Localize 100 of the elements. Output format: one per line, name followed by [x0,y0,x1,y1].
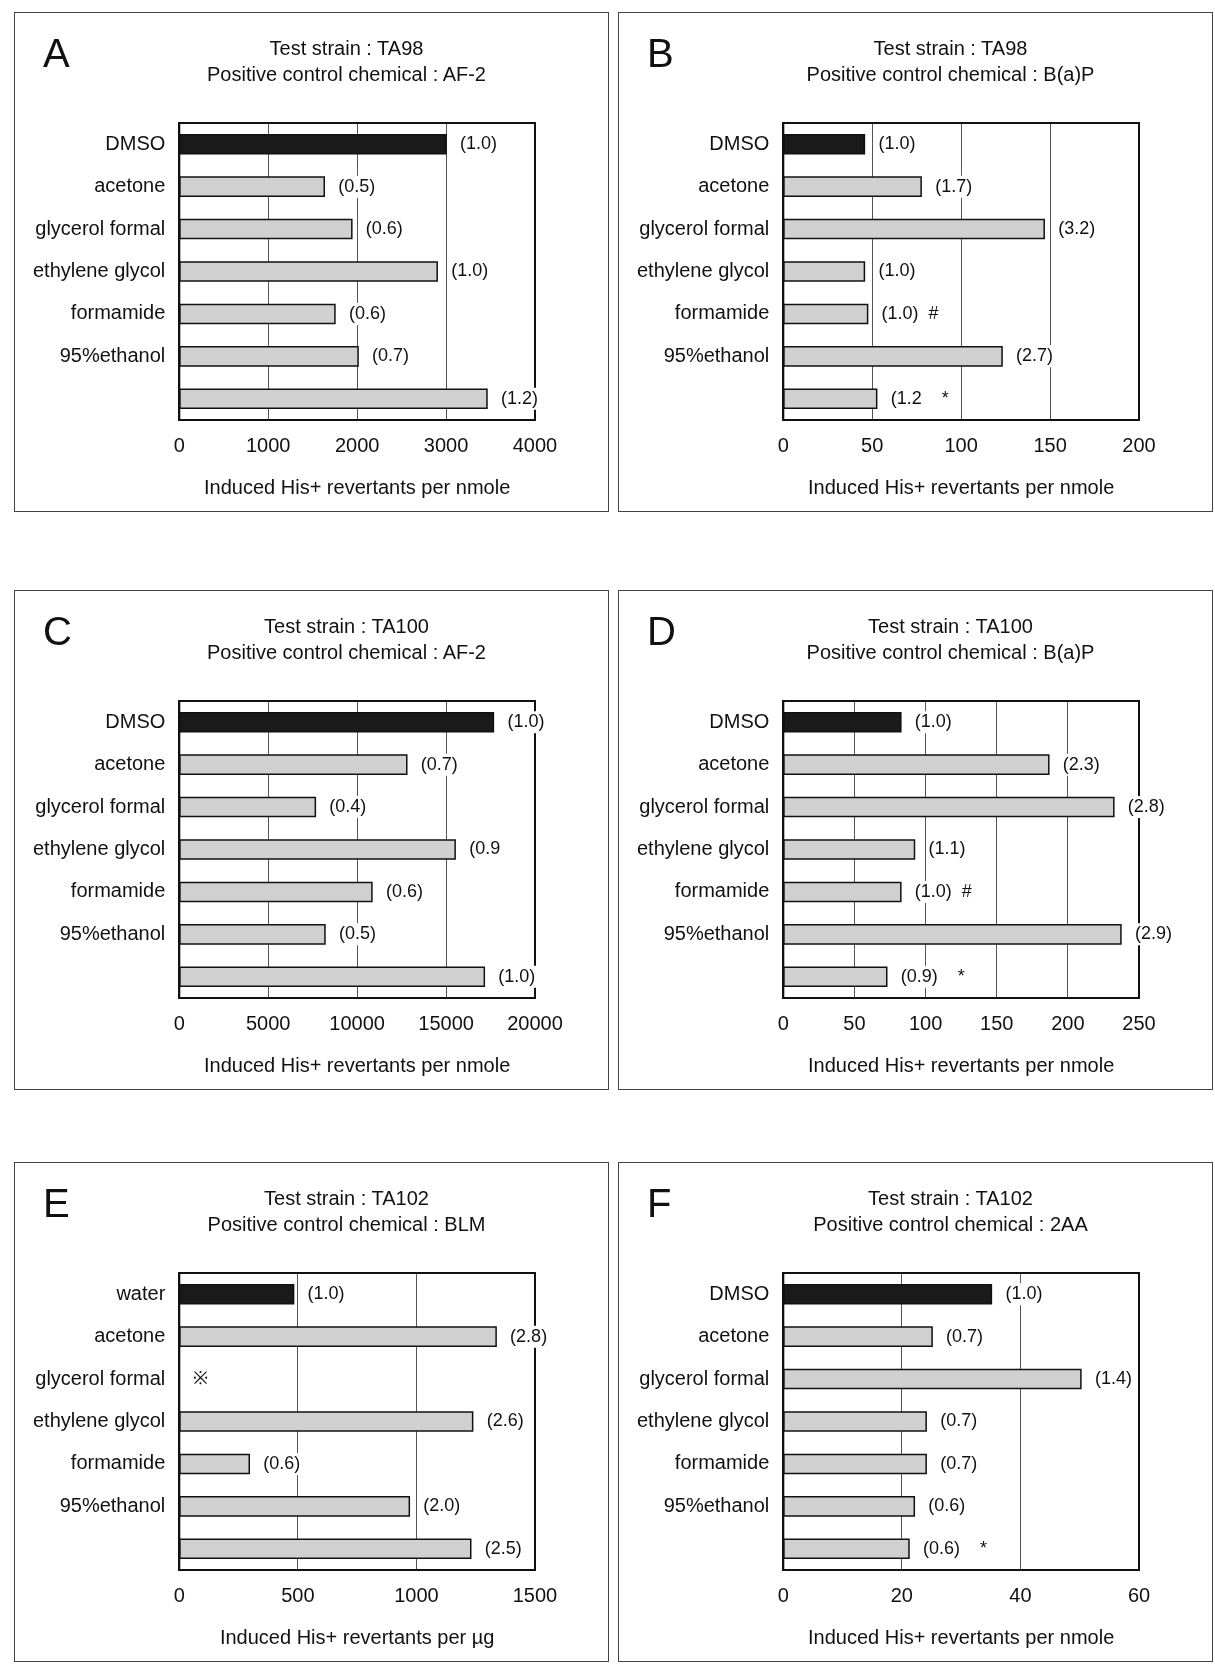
y-tick-label: 95%ethanol [663,921,770,944]
x-tick-label: 0 [173,433,185,456]
chart-subtitle: Positive control chemical : B(a)P [805,62,1096,87]
x-tick-label: 50 [843,1011,866,1034]
annotation: (1.2 * [890,387,949,408]
x-tick-label: 50 [861,433,884,456]
y-tick-label: 95%ethanol [663,1493,770,1516]
y-tick-label: formamide [674,301,770,324]
y-tick-label: ethylene glycol [32,1409,166,1432]
y-tick-label: acetone [94,174,166,197]
annotation: (1.0) # [881,302,939,323]
y-tick-label: acetone [698,174,770,197]
x-tick-label: 20000 [507,1011,563,1034]
annotation: (0.6) [928,1495,966,1516]
annotation: (0.9 [469,838,501,859]
annotation: (0.7) [420,753,458,774]
y-tick-label: ethylene glycol [636,837,770,860]
x-tick-label: 150 [980,1011,1014,1034]
x-tick-label: 0 [173,1011,185,1034]
chart-subtitle: Positive control chemical : 2AA [812,1212,1089,1237]
y-tick-label: formamide [674,879,770,902]
text: E [43,1181,70,1226]
y-tick-label: ethylene glycol [32,259,166,282]
chart-title: Test strain : TA102 [263,1186,430,1211]
y-tick-label: DMSO [105,131,166,154]
y-tick-label: acetone [94,1324,166,1347]
x-tick-label: 40 [1009,1583,1032,1606]
y-tick-label: formamide [70,879,166,902]
y-tick-label: ethylene glycol [32,837,166,860]
annotation: (1.0) [878,133,916,154]
annotation: (1.0) [914,711,952,732]
chart-title: Test strain : TA102 [867,1186,1034,1211]
chart-title: Test strain : TA98 [872,36,1029,61]
annotation: (0.7) [946,1325,984,1346]
y-tick-label: DMSO [709,131,770,154]
text: C [43,609,72,654]
annotation: (1.0) [1005,1283,1043,1304]
x-axis-title: Induced His+ revertants per nmole [808,1625,1115,1648]
y-tick-label: acetone [698,1324,770,1347]
x-tick-label: 20 [890,1583,913,1606]
annotation: (2.0) [423,1495,461,1516]
x-tick-label: 0 [777,1583,789,1606]
y-tick-label: 95%ethanol [663,343,770,366]
x-axis-title: Induced His+ revertants per nmole [808,1053,1115,1076]
annotation: (1.0) [498,965,536,986]
y-tick-label: glycerol formal [639,1366,770,1389]
annotation: (0.7) [372,345,410,366]
annotation: (1.0) [460,133,498,154]
chart-subtitle: Positive control chemical : AF-2 [206,640,487,665]
annotation: (0.6) [263,1452,301,1473]
annotation: (0.9) * [900,965,965,986]
y-tick-label: glycerol formal [35,794,166,817]
x-tick-label: 1000 [394,1583,439,1606]
x-tick-label: 200 [1051,1011,1085,1034]
y-tick-label: 95%ethanol [59,921,166,944]
chart-subtitle: Positive control chemical : AF-2 [206,62,487,87]
annotation: (1.0) [507,711,545,732]
x-tick-label: 0 [173,1583,185,1606]
x-axis-title: Induced His+ revertants per nmole [204,475,511,498]
annotation: (1.0) # [914,880,972,901]
y-tick-label: glycerol formal [35,216,166,239]
y-tick-label: ethylene glycol [636,259,770,282]
x-tick-label: 500 [281,1583,315,1606]
annotation: (2.9) [1134,923,1172,944]
annotation: (0.5) [338,175,376,196]
annotation: (1.0) [451,260,489,281]
y-tick-label: acetone [698,752,770,775]
x-tick-label: 100 [908,1011,943,1034]
x-tick-label: 1000 [245,433,291,456]
y-tick-label: glycerol formal [35,1366,166,1389]
x-axis-title: Induced His+ revertants per nmole [204,1053,511,1076]
x-tick-label: 0 [777,433,789,456]
text: F [647,1181,672,1226]
x-tick-label: 60 [1127,1583,1151,1606]
y-tick-label: 95%ethanol [59,343,166,366]
y-tick-label: DMSO [709,1281,770,1304]
chart-subtitle: Positive control chemical : BLM [206,1212,487,1237]
x-tick-label: 150 [1033,433,1067,456]
annotation: (0.7) [940,1452,978,1473]
annotation: (0.5) [338,923,376,944]
annotation: (2.5) [484,1537,522,1558]
annotation: (2.7) [1016,345,1054,366]
y-tick-label: glycerol formal [639,794,770,817]
annotation: (1.1) [928,838,966,859]
x-tick-label: 1500 [512,1583,558,1606]
y-tick-label: DMSO [105,709,166,732]
y-tick-label: glycerol formal [639,216,770,239]
x-tick-label: 3000 [423,433,469,456]
x-axis-title: Induced His+ revertants per nmole [808,475,1115,498]
x-axis-title: Induced His+ revertants per µg [219,1625,495,1648]
annotation: (0.4) [329,796,367,817]
y-tick-label: ethylene glycol [636,1409,770,1432]
annotation: (2.8) [510,1325,548,1346]
x-tick-label: 0 [777,1011,789,1034]
annotation: ※ [193,1368,209,1389]
x-tick-label: 2000 [334,433,380,456]
x-tick-label: 5000 [245,1011,291,1034]
annotation: (1.0) [307,1283,345,1304]
y-tick-label: formamide [70,301,166,324]
x-tick-label: 10000 [329,1011,385,1034]
